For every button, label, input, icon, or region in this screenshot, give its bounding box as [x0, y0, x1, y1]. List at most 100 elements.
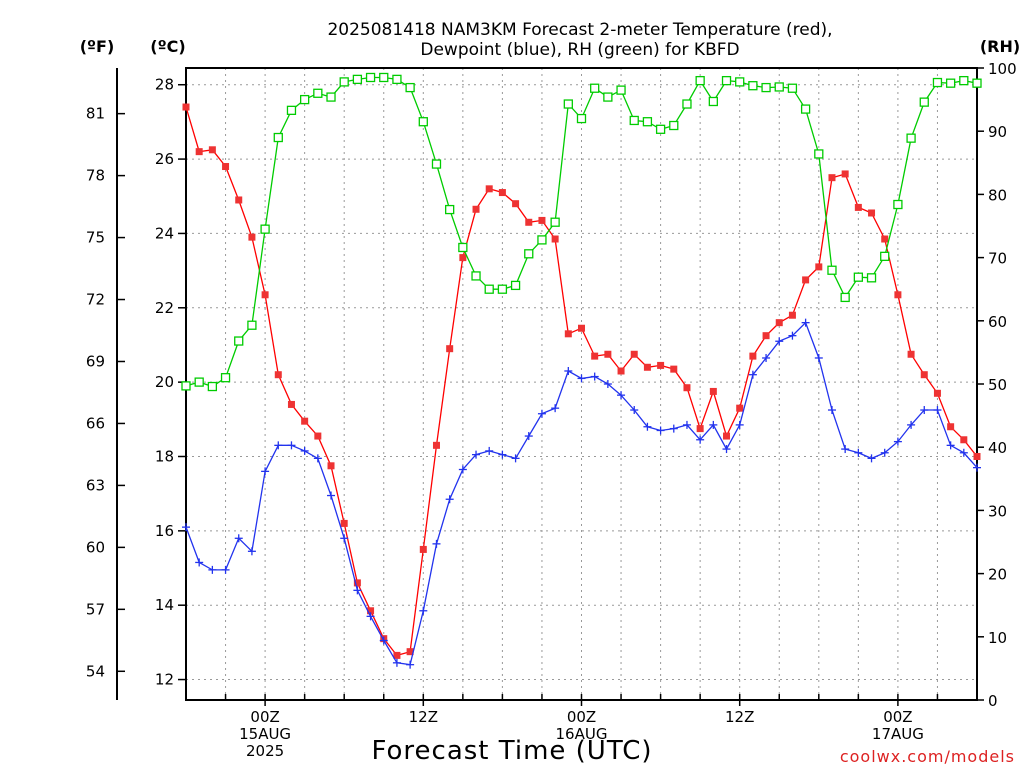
dewpoint-point [261, 467, 270, 476]
temperature-point [775, 319, 783, 327]
dewpoint-point [656, 426, 665, 435]
temperature-point [182, 103, 190, 111]
temperature-series [182, 103, 981, 659]
dewpoint-point [392, 658, 401, 667]
temperature-point [261, 291, 269, 299]
rh-point [497, 284, 508, 294]
x-tick-label: 16AUG [556, 725, 608, 743]
temperature-point [709, 387, 717, 395]
temperature-point [670, 365, 678, 373]
fahrenheit-tick-label: 60 [86, 538, 105, 556]
dewpoint-point [300, 446, 309, 455]
credit-label: coolwx.com/models [840, 747, 1015, 766]
rh-point [761, 82, 771, 93]
temperature-point [235, 196, 243, 204]
temperature-point [248, 233, 256, 241]
dewpoint-series [182, 318, 981, 669]
dewpoint-point [801, 318, 810, 327]
dewpoint-point [814, 353, 823, 362]
rh-point [181, 381, 191, 391]
rh-tick-label: 100 [988, 60, 1017, 78]
celsius-tick-label: 12 [155, 671, 174, 689]
dewpoint-point [511, 454, 520, 463]
rh-point [365, 72, 376, 83]
rh-tick-label: 30 [988, 502, 1007, 520]
temperature-point [881, 235, 889, 243]
rh-tick-label: 50 [988, 376, 1007, 394]
dewpoint-point [498, 450, 507, 459]
rh-point [339, 77, 349, 87]
rh-tick-label: 70 [988, 250, 1007, 268]
dewpoint-point [485, 446, 494, 455]
dewpoint-point [669, 424, 678, 433]
dewpoint-point [696, 435, 705, 444]
rh-point [919, 97, 929, 107]
temperature-point [367, 607, 375, 615]
dewpoint-point [287, 441, 296, 450]
temperature-point [643, 363, 651, 371]
rh-point [932, 77, 943, 88]
rh-point [603, 92, 613, 102]
chart-title: 2025081418 NAM3KM Forecast 2-meter Tempe… [327, 20, 832, 60]
rh-point [563, 99, 573, 109]
rh-point [392, 74, 402, 85]
temperature-point [854, 203, 862, 211]
dewpoint-point [458, 465, 467, 474]
dewpoint-point [234, 534, 243, 543]
fahrenheit-tick-label: 54 [86, 662, 105, 680]
fahrenheit-tick-label: 78 [86, 167, 105, 185]
dewpoint-point [327, 491, 336, 500]
rh-point [313, 88, 323, 98]
rh-point [642, 117, 653, 127]
rh-point [550, 217, 560, 227]
x-tick-label: 00Z [567, 708, 596, 726]
rh-point [379, 72, 389, 83]
rh-point [590, 83, 600, 93]
rh-point [972, 78, 982, 88]
dewpoint-point [313, 454, 322, 463]
dewpoint-point [182, 523, 190, 532]
rh-unit-label: (RH) [980, 37, 1020, 56]
dewpoint-point [893, 437, 902, 446]
rh-point [299, 94, 310, 105]
dewpoint-point [590, 372, 599, 381]
dewpoint-point [682, 420, 691, 429]
data-series [181, 72, 982, 669]
celsius-tick-label: 28 [155, 76, 174, 94]
rh-point [669, 120, 679, 131]
rh-point [880, 251, 890, 261]
temperature-point [195, 148, 203, 156]
x-tick-label: 17AUG [872, 725, 924, 743]
temperature-point [868, 209, 876, 217]
temperature-point [630, 350, 638, 358]
rh-point [906, 133, 916, 143]
temperature-point [657, 361, 665, 369]
temperature-point [828, 174, 836, 182]
fahrenheit-tick-label: 66 [86, 414, 105, 432]
dewpoint-point [959, 448, 968, 457]
temperature-point [802, 276, 810, 284]
temperature-point [947, 423, 955, 431]
rh-tick-label: 0 [988, 692, 998, 710]
temperature-point [696, 425, 704, 433]
dewpoint-point [775, 337, 784, 346]
dewpoint-point [195, 558, 204, 567]
rh-point [616, 85, 626, 95]
rh-tick-label: 90 [988, 123, 1007, 141]
dewpoint-point [920, 406, 929, 415]
rh-point [537, 235, 547, 245]
dewpoint-point [353, 586, 362, 595]
rh-point [655, 124, 666, 134]
temperature-point [498, 189, 506, 197]
rh-point [207, 381, 218, 392]
rh-tick-label: 40 [988, 439, 1007, 457]
dewpoint-point [880, 448, 889, 457]
x-tick-label: 12Z [725, 708, 754, 726]
dewpoint-point [643, 422, 652, 431]
dewpoint-point [524, 432, 533, 441]
temperature-point [973, 452, 981, 460]
temperature-point [551, 235, 559, 243]
x-tick-label: 2025 [246, 742, 284, 760]
rh-point [220, 373, 231, 383]
temperature-point [894, 291, 902, 299]
